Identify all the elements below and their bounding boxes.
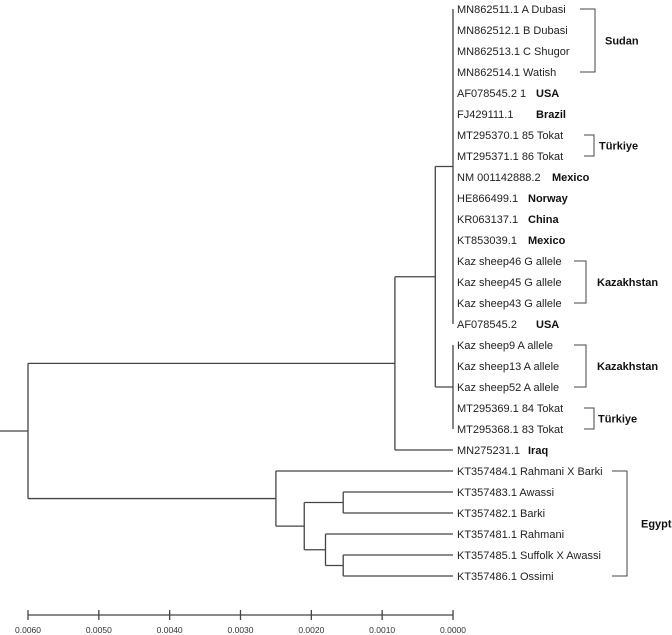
country-label: USA <box>536 319 559 331</box>
country-label: China <box>528 214 559 226</box>
scale-tick-label: 0.0000 <box>440 625 466 635</box>
leaf-label: Kaz sheep9 A allele <box>457 340 553 352</box>
scale-tick-label: 0.0010 <box>369 625 395 635</box>
leaf-label: MN862512.1 B Dubasi <box>457 25 568 37</box>
group-bracket <box>574 260 587 304</box>
group-label: Kazakhstan <box>597 361 658 373</box>
leaf-label: Kaz sheep46 G allele <box>457 256 562 268</box>
leaf-label: HE866499.1 <box>457 193 518 205</box>
scale-tick-label: 0.0030 <box>228 625 254 635</box>
group-label: Türkiye <box>598 414 637 426</box>
leaf-label: KT357485.1 Suffolk X Awassi <box>457 550 601 562</box>
country-label: USA <box>536 88 559 100</box>
group-bracket <box>612 470 628 577</box>
leaf-label: KT357481.1 Rahmani <box>457 529 564 541</box>
leaf-label: MT295370.1 85 Tokat <box>457 130 563 142</box>
group-bracket <box>574 344 587 388</box>
leaf-label: MN275231.1 <box>457 445 520 457</box>
leaf-label: Kaz sheep43 G allele <box>457 298 562 310</box>
country-label: Norway <box>528 193 569 205</box>
group-bracket <box>584 134 595 157</box>
group-label: Egypt <box>641 519 672 531</box>
leaf-label: KT357484.1 Rahmani X Barki <box>457 466 603 478</box>
country-label: Mexico <box>552 172 590 184</box>
leaf-label: Kaz sheep13 A allele <box>457 361 559 373</box>
leaf-label: AF078545.2 1 <box>457 88 526 100</box>
country-label: Mexico <box>528 235 566 247</box>
leaf-label: NM 001142888.2 <box>457 172 541 184</box>
leaf-label: KT357482.1 Barki <box>457 508 545 520</box>
leaf-label: MN862511.1 A Dubasi <box>457 4 566 16</box>
leaf-label: MN862513.1 C Shugor <box>457 46 570 58</box>
group-bracket <box>580 8 596 73</box>
leaf-label: KR063137.1 <box>457 214 518 226</box>
leaf-label: Kaz sheep45 G allele <box>457 277 562 289</box>
leaf-label: MT295371.1 86 Tokat <box>457 151 563 163</box>
scale-tick-label: 0.0020 <box>298 625 324 635</box>
leaf-label: AF078545.2 <box>457 319 517 331</box>
scale-tick-label: 0.0050 <box>86 625 112 635</box>
leaf-label: KT853039.1 <box>457 235 517 247</box>
group-bracket <box>584 407 595 430</box>
leaf-label: MT295369.1 84 Tokat <box>457 403 563 415</box>
leaf-label: FJ429111.1 <box>457 109 513 121</box>
leaf-label: MT295368.1 83 Tokat <box>457 424 563 436</box>
group-label: Türkiye <box>599 141 638 153</box>
country-label: Brazil <box>536 109 566 121</box>
leaf-label: KT357486.1 Ossimi <box>457 571 554 583</box>
scale-tick-label: 0.0060 <box>15 625 41 635</box>
group-label: Kazakhstan <box>597 277 658 289</box>
leaf-label: MN862514.1 Watish <box>457 67 556 79</box>
group-label: Sudan <box>605 36 639 48</box>
country-label: Iraq <box>528 445 548 457</box>
scale-tick-label: 0.0040 <box>157 625 183 635</box>
leaf-label: KT357483.1 Awassi <box>457 487 554 499</box>
leaf-label: Kaz sheep52 A allele <box>457 382 559 394</box>
